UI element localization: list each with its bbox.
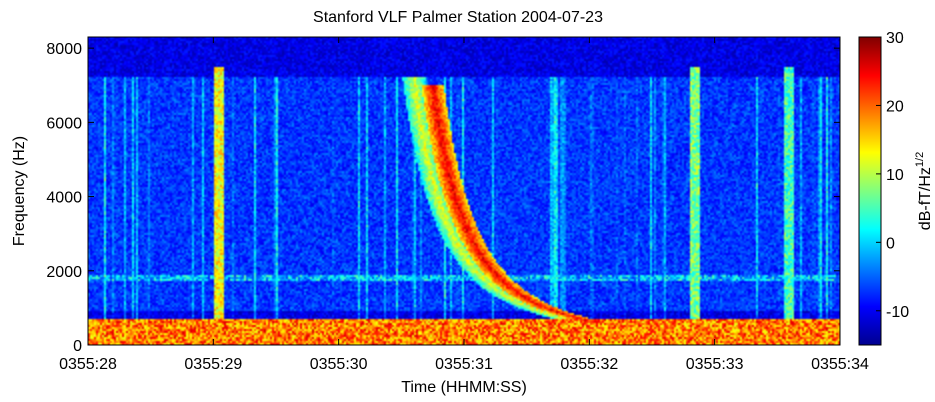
colorbar-tick-label: 20 [886, 98, 904, 115]
chart-title: Stanford VLF Palmer Station 2004-07-23 [313, 9, 603, 26]
x-tick-label: 0355:34 [811, 356, 869, 373]
colorbar-label: dB-fT/Hz1/2 [914, 152, 934, 230]
x-axis-title: Time (HHMM:SS) [401, 379, 527, 396]
colorbar-tick-label: -10 [886, 304, 909, 321]
y-tick-label: 4000 [46, 190, 82, 207]
y-tick-label: 2000 [46, 264, 82, 281]
y-axis-title: Frequency (Hz) [11, 136, 28, 246]
y-tick-label: 6000 [46, 115, 82, 132]
y-tick-label: 0 [73, 338, 82, 355]
x-tick-label: 0355:31 [435, 356, 493, 373]
y-axis: 0 2000 4000 6000 8000 [46, 41, 840, 355]
x-tick-label: 0355:29 [184, 356, 242, 373]
colorbar-label-superscript: 1/2 [914, 152, 926, 167]
colorbar-tick-label: 10 [886, 167, 904, 184]
x-tick-label: 0355:28 [59, 356, 117, 373]
colorbar-tick-label: 30 [886, 30, 904, 47]
colorbar-axis: 30 20 10 0 -10 [876, 30, 909, 321]
x-axis: 0355:28 0355:29 0355:30 0355:31 0355:32 0355:… [59, 37, 869, 373]
x-tick-label: 0355:33 [686, 356, 744, 373]
colorbar-tick-label: 0 [886, 235, 895, 252]
x-tick-label: 0355:32 [560, 356, 618, 373]
colorbar [858, 36, 882, 346]
y-tick-label: 8000 [46, 41, 82, 58]
spectrogram-heatmap [88, 37, 840, 345]
x-tick-label: 0355:30 [310, 356, 368, 373]
